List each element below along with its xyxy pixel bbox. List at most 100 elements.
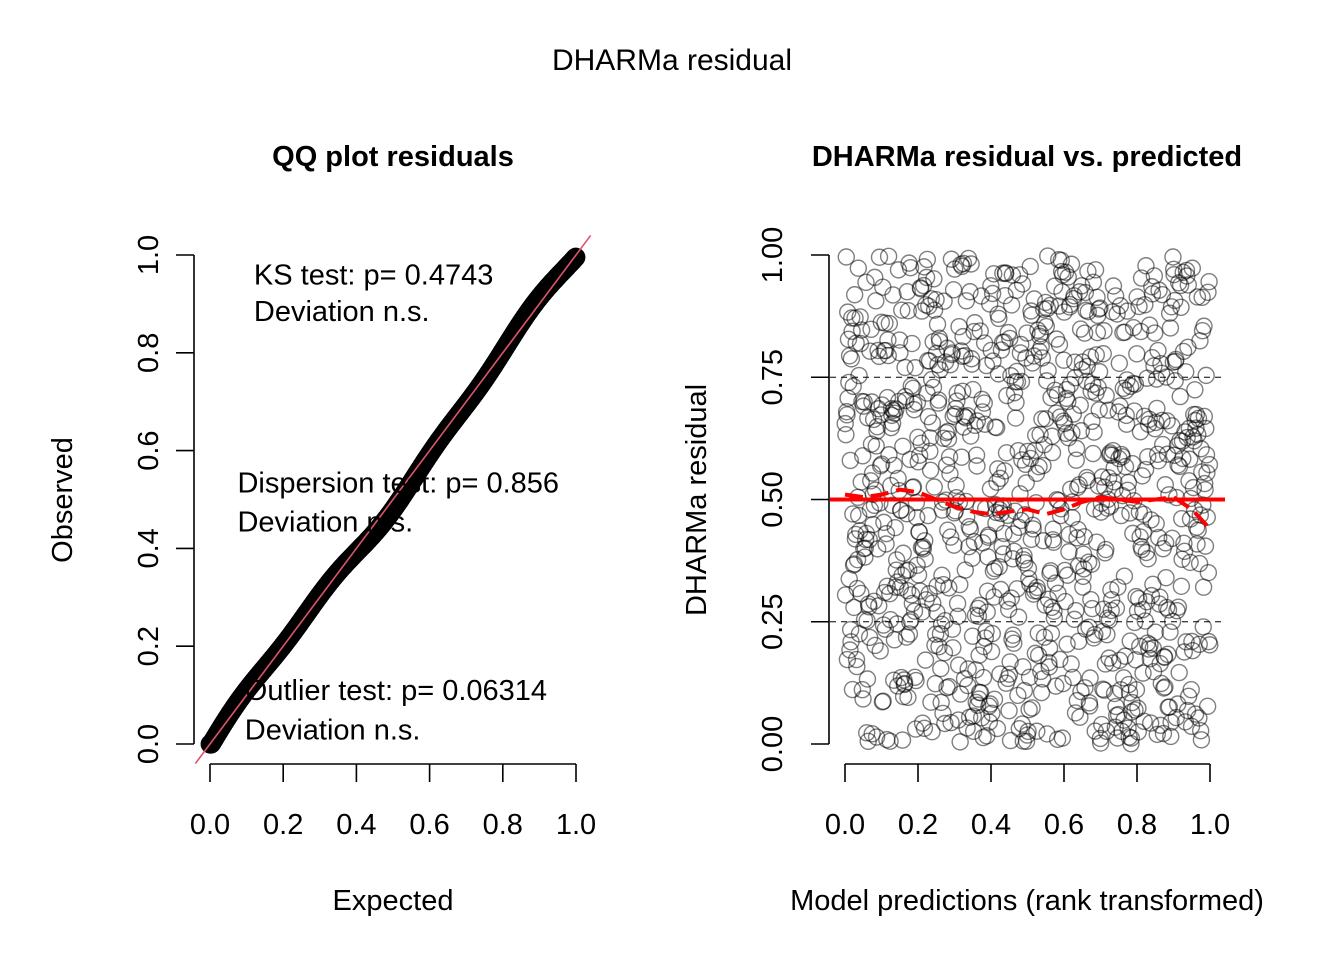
residual-point	[858, 670, 877, 688]
residual-point	[1107, 599, 1126, 617]
residual-point	[999, 323, 1018, 342]
residual-point	[898, 504, 916, 523]
residual-point	[961, 520, 980, 539]
residual-point	[962, 255, 980, 273]
residual-point	[1085, 423, 1103, 441]
residual-point	[1123, 693, 1141, 712]
residual-point	[1068, 478, 1087, 496]
residual-point	[921, 429, 939, 447]
residual-point	[1093, 468, 1111, 486]
residual-point	[850, 366, 868, 385]
residual-point	[1011, 485, 1029, 503]
residual-point	[1148, 445, 1167, 464]
residual-point	[1170, 663, 1188, 682]
residual-point	[1165, 265, 1183, 284]
residual-point	[843, 680, 862, 699]
residual-point	[880, 314, 899, 333]
residual-point	[1052, 251, 1070, 270]
residual-point	[1051, 650, 1069, 669]
residual-point	[1200, 273, 1218, 291]
residual-point	[956, 561, 974, 579]
residual-point	[1188, 288, 1207, 306]
residual-point	[843, 322, 861, 340]
residual-point	[915, 719, 934, 737]
residual-point	[894, 544, 912, 562]
residual-point	[1183, 259, 1202, 277]
residual-y-tick-label: 0.25	[757, 594, 789, 650]
residual-point	[848, 579, 866, 598]
residual-point	[1078, 357, 1096, 376]
residual-point	[887, 400, 905, 418]
residual-point	[913, 603, 931, 621]
residual-point	[1059, 268, 1077, 286]
residual-point	[893, 731, 912, 749]
residual-point	[1129, 589, 1148, 608]
residual-point	[895, 674, 914, 693]
residual-point	[1133, 540, 1151, 559]
residual-point	[1179, 276, 1197, 294]
residual-point	[1004, 550, 1022, 568]
residual-point	[1125, 402, 1143, 420]
residual-point	[851, 308, 869, 326]
residual-point	[1037, 317, 1056, 336]
residual-point	[1012, 372, 1031, 391]
residual-point	[1095, 322, 1113, 340]
residual-point	[1195, 317, 1213, 335]
residual-point	[874, 278, 892, 296]
residual-point	[917, 296, 935, 314]
residual-point	[1114, 379, 1133, 398]
residual-point	[952, 448, 971, 466]
residual-point	[1133, 467, 1151, 485]
residual-y-tick-label: 1.00	[757, 227, 789, 283]
residual-point	[1056, 592, 1074, 611]
residual-point	[1148, 399, 1166, 418]
residual-point	[1001, 329, 1019, 348]
residual-point	[939, 430, 958, 448]
residual-point	[841, 620, 860, 639]
residual-points	[836, 247, 1219, 753]
residual-point	[910, 523, 928, 541]
qq-y-tick-label: 0.0	[133, 724, 165, 764]
residual-point	[1082, 590, 1100, 609]
residual-point	[962, 427, 980, 445]
residual-point	[897, 628, 916, 646]
residual-point	[1082, 555, 1101, 573]
residual-point	[858, 724, 876, 742]
residual-point	[1034, 532, 1053, 550]
residual-point	[969, 607, 988, 625]
residual-point	[995, 462, 1014, 480]
residual-point	[923, 414, 942, 432]
residual-point	[855, 393, 873, 411]
residual-point	[881, 732, 899, 750]
residual-point	[1100, 649, 1118, 667]
residual-point	[1086, 625, 1104, 644]
residual-point	[925, 478, 943, 496]
residual-point	[1117, 415, 1136, 433]
residual-point	[1177, 363, 1195, 381]
residual-point	[1174, 342, 1193, 361]
residual-point	[1129, 723, 1147, 741]
residual-point	[1133, 600, 1152, 619]
residual-x-tick-label: 0.0	[825, 809, 865, 841]
residual-point	[996, 286, 1014, 305]
residual-point	[1024, 520, 1042, 538]
residual-point	[937, 456, 956, 474]
residual-point	[905, 395, 923, 413]
residual-point	[1201, 636, 1219, 654]
residual-point	[931, 625, 950, 643]
residual-point	[1050, 335, 1069, 354]
qq-plot-title: QQ plot residuals	[272, 141, 514, 173]
qq-axes: 0.0 0.2 0.4 0.6 0.8 1.0 0.0 0.2 0.4 0.6 0.8 1.0	[133, 235, 596, 841]
residual-point	[1066, 704, 1085, 722]
residual-point	[906, 359, 924, 377]
residual-point	[854, 447, 872, 465]
residual-point	[837, 426, 855, 444]
residual-point	[924, 594, 942, 612]
residual-point	[1182, 680, 1200, 699]
qq-x-tick-label: 1.0	[556, 809, 596, 841]
qq-x-tick-label: 0.2	[263, 809, 303, 841]
residual-point	[1071, 320, 1090, 338]
residual-point	[867, 292, 885, 310]
residual-point	[984, 352, 1002, 370]
